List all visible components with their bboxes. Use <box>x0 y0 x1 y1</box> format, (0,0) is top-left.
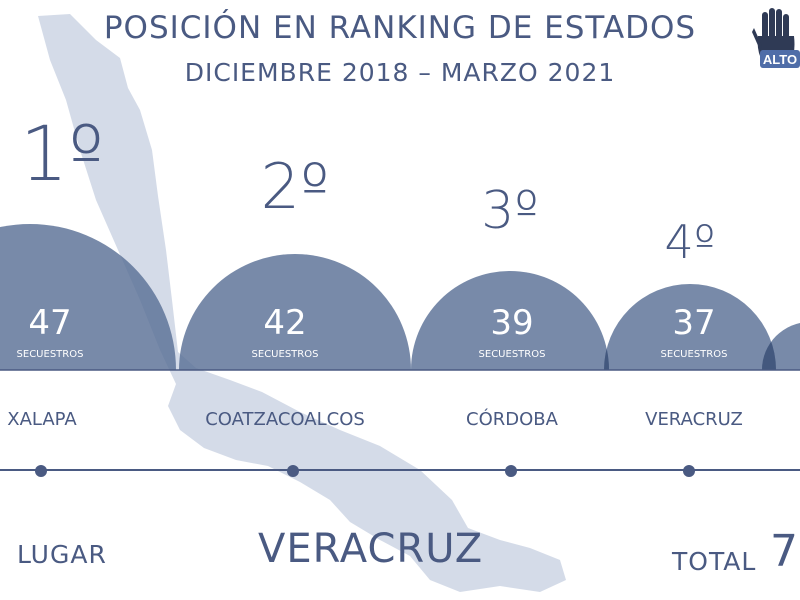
footer-state: VERACRUZ <box>258 526 484 572</box>
timeline-dot-3 <box>505 465 517 477</box>
unit-label-3: SECUESTROS <box>479 349 546 360</box>
unit-label-2: SECUESTROS <box>252 349 319 360</box>
bubble-2 <box>179 254 411 370</box>
value-label-4: 37 <box>672 303 715 343</box>
alto-logo-text: ALTO <box>763 52 797 67</box>
timeline-dot-1 <box>35 465 47 477</box>
bubble-1 <box>0 224 176 370</box>
unit-label-4: SECUESTROS <box>661 349 728 360</box>
value-label-1: 47 <box>28 303 71 343</box>
alto-badge <box>760 50 800 68</box>
footer-label: LUGAR <box>17 540 107 569</box>
bubble-3 <box>411 271 609 370</box>
alto-logo: ALTO <box>752 8 800 68</box>
rank-label-3: 3º <box>481 181 539 241</box>
footer-total-label: TOTAL <box>672 547 757 576</box>
chart-subtitle: DICIEMBRE 2018 – MARZO 2021 <box>184 58 616 87</box>
city-label-4: VERACRUZ <box>645 409 743 430</box>
timeline-dot-2 <box>287 465 299 477</box>
bubble-4 <box>604 284 776 370</box>
rank-label-1: 1º <box>20 109 104 198</box>
rank-label-4: 4º <box>665 215 716 269</box>
value-label-3: 39 <box>490 303 533 343</box>
city-label-2: COATZACOALCOS <box>205 409 365 430</box>
city-label-1: XALAPA <box>7 409 77 430</box>
rank-label-2: 2º <box>261 150 330 223</box>
timeline-dot-4 <box>683 465 695 477</box>
city-label-3: CÓRDOBA <box>466 408 559 430</box>
chart-title: POSICIÓN EN RANKING DE ESTADOS <box>103 10 697 46</box>
value-label-2: 42 <box>263 303 306 343</box>
unit-label-1: SECUESTROS <box>17 349 84 360</box>
footer-total-value: 7 <box>770 526 798 577</box>
